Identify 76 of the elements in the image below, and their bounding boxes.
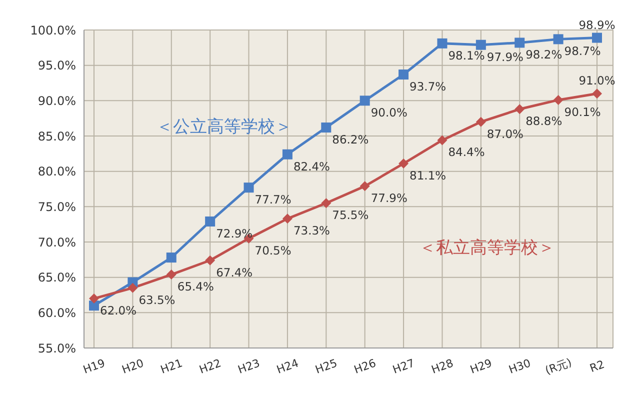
data-label: 93.7%	[410, 80, 446, 94]
point	[205, 216, 216, 227]
data-label: 97.9%	[486, 50, 524, 64]
y-tick-label: 90.0%	[38, 94, 76, 108]
point	[282, 149, 292, 160]
x-tick-label: H27	[391, 356, 416, 376]
point	[437, 38, 448, 48]
y-tick-label: 70.0%	[38, 235, 76, 250]
data-label: 98.2%	[526, 48, 562, 62]
data-label: 90.1%	[564, 104, 601, 119]
point	[360, 96, 370, 106]
point	[592, 32, 602, 43]
data-label: 67.4%	[216, 265, 253, 280]
point	[553, 34, 564, 44]
y-tick-label: 100.0%	[30, 23, 76, 38]
data-label: 77.7%	[254, 192, 292, 207]
data-label: 86.2%	[332, 132, 369, 147]
y-tick-label: 65.0%	[38, 270, 76, 285]
data-label: 65.4%	[177, 280, 214, 294]
data-label: 98.9%	[578, 18, 616, 32]
series-label: ＜公立高等学校＞	[156, 116, 292, 138]
y-tick-label: 60.0%	[38, 306, 76, 320]
point	[476, 116, 486, 127]
x-tick-label: H19	[81, 356, 107, 376]
data-label: 70.5%	[254, 243, 292, 258]
x-tick-label: R2	[588, 358, 606, 376]
x-tick-label: (R元)	[543, 356, 574, 378]
x-tick-label: H23	[236, 356, 262, 376]
point	[514, 38, 525, 48]
point	[437, 135, 448, 146]
y-tick-label: 75.0%	[38, 200, 76, 214]
point	[321, 122, 332, 133]
x-tick-label: H29	[468, 356, 494, 376]
data-label: 90.0%	[370, 106, 408, 120]
data-label: 72.9%	[216, 226, 253, 241]
point	[398, 158, 409, 169]
point	[166, 270, 176, 280]
point	[244, 182, 254, 193]
x-tick-label: H28	[430, 356, 456, 376]
y-tick-label: 85.0%	[38, 129, 76, 144]
point	[166, 252, 176, 263]
data-label: 82.4%	[293, 159, 330, 174]
data-label: 77.9%	[370, 191, 408, 206]
point	[321, 198, 332, 208]
text: ＜私立高等学校＞	[419, 236, 555, 259]
point	[205, 255, 216, 266]
data-label: 81.1%	[410, 168, 446, 183]
y-tick-label: 95.0%	[38, 58, 76, 73]
x-tick-label: H25	[314, 356, 340, 376]
point	[398, 70, 409, 80]
data-label: 84.4%	[448, 145, 485, 160]
point	[592, 88, 602, 99]
x-tick-label: H30	[507, 356, 532, 376]
data-label: 75.5%	[332, 208, 369, 222]
x-tick-label: H22	[198, 356, 223, 376]
x-tick-label: H24	[274, 356, 300, 376]
x-tick-label: H20	[120, 356, 146, 376]
data-label: 88.8%	[526, 114, 562, 128]
data-label: 87.0%	[486, 126, 524, 141]
x-tick-label: H26	[352, 356, 378, 376]
point	[89, 294, 99, 304]
point	[476, 40, 486, 50]
y-tick-label: 55.0%	[38, 341, 76, 356]
data-label: 62.0%	[100, 304, 137, 318]
point	[514, 104, 525, 114]
point	[128, 282, 138, 293]
point	[360, 181, 370, 192]
data-label: 98.7%	[564, 44, 601, 58]
point	[282, 214, 292, 224]
y-tick-label: 80.0%	[38, 164, 76, 179]
data-label: 98.1%	[448, 48, 485, 62]
data-label: 73.3%	[293, 224, 330, 238]
data-label: 63.5%	[138, 292, 176, 307]
point	[553, 94, 564, 105]
data-label: 91.0%	[578, 74, 616, 88]
x-tick-label: H21	[158, 356, 184, 376]
